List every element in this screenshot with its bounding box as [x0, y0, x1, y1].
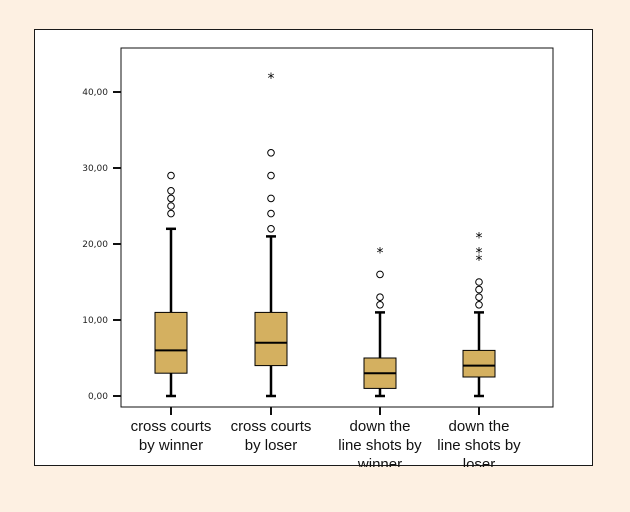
plot-area-border	[120, 47, 554, 408]
chart-frame: 0,00 10,00 20,00 30,00 40,00 cross courts by w…	[34, 29, 593, 467]
outlier-point	[167, 187, 175, 195]
outlier-point	[167, 194, 175, 203]
extreme-point: *	[268, 71, 275, 87]
outlier-point	[167, 202, 175, 210]
y-tick-label: 40,00	[82, 88, 108, 98]
outlier-point	[475, 293, 483, 302]
outlier-point	[267, 171, 275, 180]
iqr-box	[154, 311, 188, 374]
extreme-point: *	[476, 246, 483, 262]
extreme-point: *	[377, 246, 384, 262]
x-category-label: down the	[350, 418, 411, 435]
outlier-point	[267, 209, 275, 218]
x-category-label: line shots by	[338, 437, 422, 454]
iqr-box	[254, 311, 288, 367]
y-tick-label: 10,00	[82, 316, 108, 326]
x-category-label: down the	[449, 418, 510, 435]
iqr-box	[462, 349, 496, 378]
outlier-point	[267, 194, 275, 203]
x-category-label: cross courts	[131, 418, 212, 435]
y-tick-label: 0,00	[88, 392, 108, 402]
x-category-label: loser	[463, 456, 496, 467]
outlier-point	[475, 278, 483, 286]
outlier-point	[475, 285, 483, 294]
extreme-point: *	[476, 230, 483, 246]
x-category-label: line shots by	[437, 437, 521, 454]
y-tick-label: 20,00	[82, 240, 108, 250]
outlier-point	[167, 171, 175, 180]
outlier-point	[475, 301, 483, 309]
outlier-point	[267, 225, 275, 233]
outlier-point	[376, 270, 384, 279]
outlier-point	[376, 301, 384, 309]
x-category-label: by winner	[139, 437, 203, 454]
outlier-point	[267, 149, 275, 157]
outlier-point	[167, 209, 175, 218]
outlier-point	[376, 293, 384, 302]
box-plot-chart: 0,00 10,00 20,00 30,00 40,00 cross courts by w…	[82, 47, 554, 467]
x-category-label: cross courts	[231, 418, 312, 435]
y-tick-label: 30,00	[82, 164, 108, 174]
extreme-point: *	[476, 253, 483, 269]
x-category-label: winner	[357, 456, 402, 467]
x-category-label: by loser	[245, 437, 298, 454]
